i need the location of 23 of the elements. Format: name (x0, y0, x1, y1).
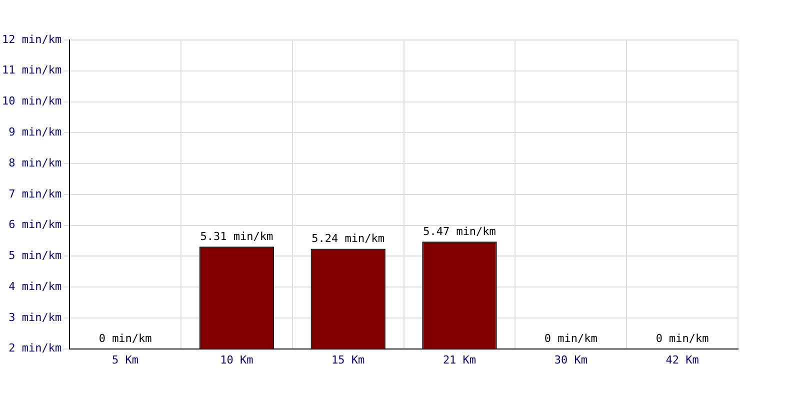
y-tick-label: 4 min/km (8, 280, 62, 293)
x-tick-label: 5 Km (112, 353, 139, 366)
data-label: 5.24 min/km (312, 232, 385, 246)
y-tick-label: 5 min/km (8, 249, 62, 262)
y-tick-label: 8 min/km (8, 156, 62, 170)
data-label: 5.47 min/km (423, 225, 496, 238)
x-tick-label: 30 Km (554, 353, 588, 366)
x-tick-label: 21 Km (442, 353, 476, 366)
x-tick-label: 15 Km (332, 353, 366, 366)
text: 0 min/km (656, 332, 709, 346)
y-tick-label: 9 min/km (8, 126, 62, 138)
y-tick-label: 6 min/km (8, 218, 62, 232)
y-tick-label: 11 min/km (2, 64, 62, 77)
y-tick-label: 12 min/km (2, 32, 62, 46)
y-tick-label: 2 min/km (8, 342, 62, 355)
text: 0 min/km (544, 332, 598, 346)
y-tick-label: 7 min/km (8, 187, 62, 200)
x-tick-label: 10 Km (220, 353, 254, 366)
data-label: 5.31 min/km (200, 230, 274, 243)
text: 0 min/km (98, 332, 152, 346)
y-tick-label: 10 min/km (2, 94, 62, 108)
x-tick-label: 42 Km (666, 353, 700, 366)
y-tick-label: 3 min/km (8, 310, 62, 324)
